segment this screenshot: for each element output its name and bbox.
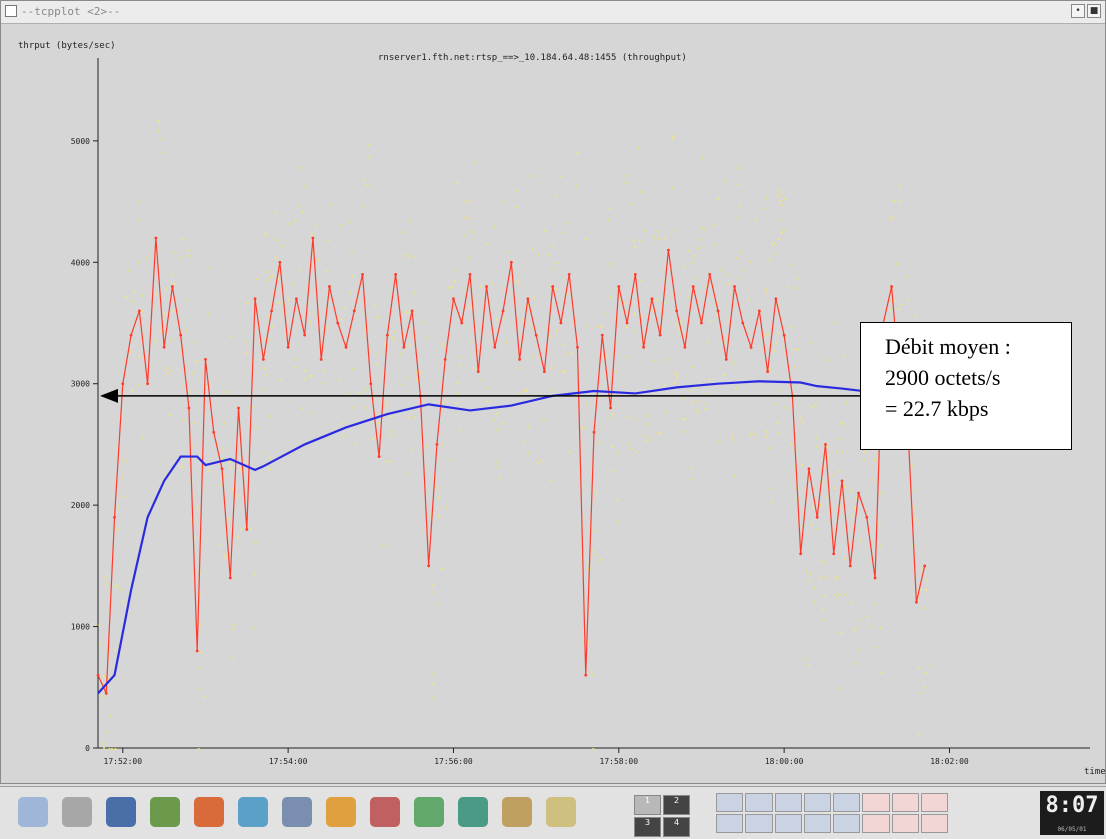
note-line-2: 2900 octets/s bbox=[885, 365, 1001, 390]
desktop-pager[interactable]: 1 2 3 4 bbox=[634, 795, 690, 837]
window-list[interactable] bbox=[716, 793, 948, 833]
chart-title: rnserver1.fth.net:rtsp_==>_10.184.64.48:… bbox=[378, 53, 687, 63]
terminal-icon[interactable] bbox=[106, 797, 136, 827]
y-axis-label: thrput (bytes/sec) bbox=[18, 41, 116, 51]
arrow-head bbox=[100, 388, 118, 403]
x-tick-label: 17:54:00 bbox=[269, 757, 308, 766]
kde-taskbar: 1 2 3 4 8:07 06/05/01 bbox=[0, 786, 1106, 839]
average-arrow bbox=[100, 388, 860, 403]
clock-date: 06/05/01 bbox=[1057, 826, 1087, 833]
chart-series bbox=[96, 120, 950, 750]
y-tick-label: 1000 bbox=[71, 623, 90, 632]
x-tick-label: 17:58:00 bbox=[600, 757, 639, 766]
system-monitor-icon[interactable] bbox=[150, 797, 180, 827]
average-line bbox=[97, 380, 950, 695]
task-button[interactable] bbox=[862, 793, 890, 812]
task-button[interactable] bbox=[745, 793, 773, 812]
desktop-2[interactable]: 2 bbox=[663, 795, 690, 815]
task-button[interactable] bbox=[920, 793, 948, 812]
paint-icon[interactable] bbox=[370, 797, 400, 827]
window-title: --tcpplot <2>-- bbox=[21, 5, 121, 18]
clock[interactable]: 8:07 06/05/01 bbox=[1040, 791, 1104, 835]
x-tick-label: 18:02:00 bbox=[930, 757, 969, 766]
task-button[interactable] bbox=[774, 814, 802, 833]
task-button[interactable] bbox=[716, 793, 744, 812]
throughput-line bbox=[97, 237, 926, 694]
desktop-3[interactable]: 3 bbox=[634, 817, 661, 837]
x-axis-label: time bbox=[1084, 767, 1106, 777]
window-titlebar[interactable]: --tcpplot <2>-- • ■ bbox=[1, 1, 1105, 24]
globe-icon[interactable] bbox=[458, 797, 488, 827]
chart-ticks: 0 1000 2000 3000 4000 5000 17:52:00 17:54:00 17:… bbox=[71, 137, 969, 766]
window-menu-icon[interactable] bbox=[5, 5, 17, 17]
note-line-3: = 22.7 kbps bbox=[885, 396, 989, 421]
minimize-button[interactable]: • bbox=[1071, 4, 1085, 18]
y-tick-label: 0 bbox=[85, 744, 90, 753]
y-tick-label: 4000 bbox=[71, 258, 90, 267]
graphics-icon[interactable] bbox=[414, 797, 444, 827]
task-button[interactable] bbox=[833, 814, 861, 833]
task-button[interactable] bbox=[803, 814, 831, 833]
throughput-chart: thrput (bytes/sec) rnserver1.fth.net:rts… bbox=[18, 41, 1106, 777]
task-button[interactable] bbox=[745, 814, 773, 833]
task-button[interactable] bbox=[862, 814, 890, 833]
kde-menu-icon[interactable] bbox=[18, 797, 48, 827]
note-line-1: Débit moyen : bbox=[885, 334, 1011, 359]
task-button[interactable] bbox=[803, 793, 831, 812]
task-button[interactable] bbox=[920, 814, 948, 833]
average-throughput-note: Débit moyen : 2900 octets/s = 22.7 kbps bbox=[860, 322, 1072, 450]
task-button[interactable] bbox=[891, 814, 919, 833]
clock-time: 8:07 bbox=[1045, 793, 1099, 818]
task-button[interactable] bbox=[774, 793, 802, 812]
y-tick-label: 3000 bbox=[71, 380, 90, 389]
task-button[interactable] bbox=[891, 793, 919, 812]
pencil-icon[interactable] bbox=[546, 797, 576, 827]
search-icon[interactable] bbox=[282, 797, 312, 827]
x-tick-label: 17:56:00 bbox=[434, 757, 473, 766]
x-tick-label: 18:00:00 bbox=[765, 757, 804, 766]
help-lifebuoy-icon[interactable] bbox=[194, 797, 224, 827]
y-tick-label: 5000 bbox=[71, 137, 90, 146]
editor-icon[interactable] bbox=[326, 797, 356, 827]
maximize-button[interactable]: ■ bbox=[1087, 4, 1101, 18]
task-button[interactable] bbox=[716, 814, 744, 833]
home-folder-icon[interactable] bbox=[62, 797, 92, 827]
y-tick-label: 2000 bbox=[71, 501, 90, 510]
config-icon[interactable] bbox=[502, 797, 532, 827]
task-button[interactable] bbox=[833, 793, 861, 812]
desktop-1[interactable]: 1 bbox=[634, 795, 661, 815]
desktop-4[interactable]: 4 bbox=[663, 817, 690, 837]
network-icon[interactable] bbox=[238, 797, 268, 827]
x-tick-label: 17:52:00 bbox=[104, 757, 143, 766]
